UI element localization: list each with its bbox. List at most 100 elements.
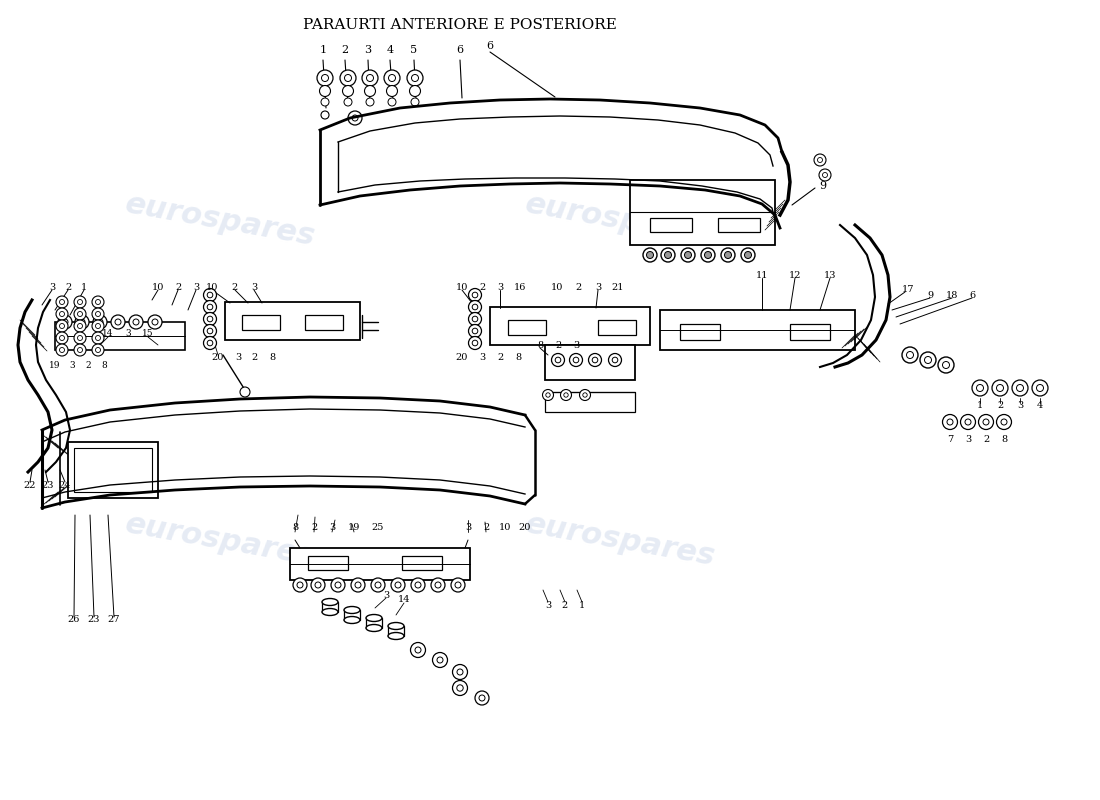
Text: 2: 2 (997, 401, 1003, 410)
Circle shape (588, 354, 602, 366)
Circle shape (469, 289, 482, 302)
Bar (55, 322, 185, 350)
Circle shape (74, 296, 86, 308)
Text: 8: 8 (537, 341, 543, 350)
Circle shape (344, 74, 352, 82)
Circle shape (613, 357, 618, 363)
Circle shape (452, 681, 468, 695)
Circle shape (321, 98, 329, 106)
Bar (290, 548, 470, 580)
Circle shape (317, 70, 333, 86)
Circle shape (551, 354, 564, 366)
Text: 2: 2 (252, 354, 258, 362)
Circle shape (59, 347, 65, 353)
Circle shape (56, 320, 68, 332)
Text: 23: 23 (42, 481, 54, 490)
Circle shape (943, 414, 957, 430)
Circle shape (997, 414, 1012, 430)
Circle shape (817, 158, 823, 162)
Text: 3: 3 (1016, 401, 1023, 410)
Circle shape (472, 292, 477, 298)
Circle shape (366, 98, 374, 106)
Bar (508, 320, 546, 335)
Ellipse shape (344, 606, 360, 614)
Circle shape (207, 328, 212, 334)
Circle shape (902, 347, 918, 363)
Circle shape (472, 316, 477, 322)
Circle shape (920, 352, 936, 368)
Circle shape (319, 86, 330, 97)
Circle shape (472, 328, 477, 334)
Circle shape (133, 319, 139, 325)
Circle shape (580, 390, 591, 401)
Text: 1: 1 (81, 282, 87, 291)
Text: 8: 8 (101, 361, 107, 370)
Text: 3: 3 (573, 341, 579, 350)
Circle shape (74, 308, 86, 320)
Text: 10: 10 (152, 282, 164, 291)
Circle shape (647, 251, 653, 258)
Text: 5: 5 (410, 45, 418, 55)
Circle shape (390, 578, 405, 592)
Circle shape (204, 301, 217, 314)
Circle shape (472, 304, 477, 310)
Text: 27: 27 (108, 615, 120, 625)
Circle shape (411, 578, 425, 592)
Circle shape (983, 419, 989, 425)
Circle shape (321, 111, 329, 119)
Text: 22: 22 (24, 481, 36, 490)
Text: 1: 1 (579, 601, 585, 610)
Circle shape (820, 169, 830, 181)
Circle shape (409, 86, 420, 97)
Text: 13: 13 (824, 270, 836, 279)
Text: 20: 20 (455, 354, 469, 362)
Circle shape (77, 299, 82, 305)
Text: 3: 3 (383, 590, 389, 599)
Circle shape (384, 70, 400, 86)
Circle shape (56, 332, 68, 344)
Circle shape (352, 115, 358, 121)
Circle shape (62, 319, 68, 325)
Circle shape (56, 308, 68, 320)
Text: 10: 10 (455, 282, 469, 291)
Ellipse shape (388, 633, 404, 639)
Circle shape (469, 337, 482, 350)
Text: 2: 2 (232, 282, 238, 291)
Circle shape (478, 695, 485, 701)
Circle shape (542, 390, 553, 401)
Circle shape (331, 578, 345, 592)
Text: 7: 7 (947, 435, 953, 445)
Circle shape (720, 248, 735, 262)
Text: 18: 18 (946, 290, 958, 299)
Text: 2: 2 (341, 45, 349, 55)
Text: 10: 10 (206, 282, 218, 291)
Circle shape (684, 251, 692, 258)
Text: 2: 2 (497, 354, 503, 362)
Text: 11: 11 (756, 270, 768, 279)
Circle shape (992, 380, 1008, 396)
Circle shape (92, 332, 104, 344)
Text: 2: 2 (478, 282, 485, 291)
Circle shape (661, 248, 675, 262)
Circle shape (204, 337, 217, 350)
Circle shape (745, 251, 751, 258)
Circle shape (297, 582, 302, 588)
Circle shape (240, 387, 250, 397)
Text: 19: 19 (50, 361, 60, 370)
Circle shape (997, 385, 1003, 391)
Text: 2: 2 (311, 523, 317, 533)
Text: 8: 8 (515, 354, 521, 362)
Bar (790, 324, 830, 340)
Circle shape (97, 319, 103, 325)
Text: PARAURTI ANTERIORE E POSTERIORE: PARAURTI ANTERIORE E POSTERIORE (304, 18, 617, 32)
Text: 2: 2 (983, 435, 989, 445)
Text: 3: 3 (125, 329, 131, 338)
Text: 10: 10 (498, 523, 512, 533)
Circle shape (77, 311, 82, 317)
Circle shape (59, 335, 65, 341)
Text: 9: 9 (820, 181, 826, 191)
Bar (68, 442, 158, 498)
Text: 3: 3 (595, 282, 601, 291)
Circle shape (344, 98, 352, 106)
Circle shape (456, 685, 463, 691)
